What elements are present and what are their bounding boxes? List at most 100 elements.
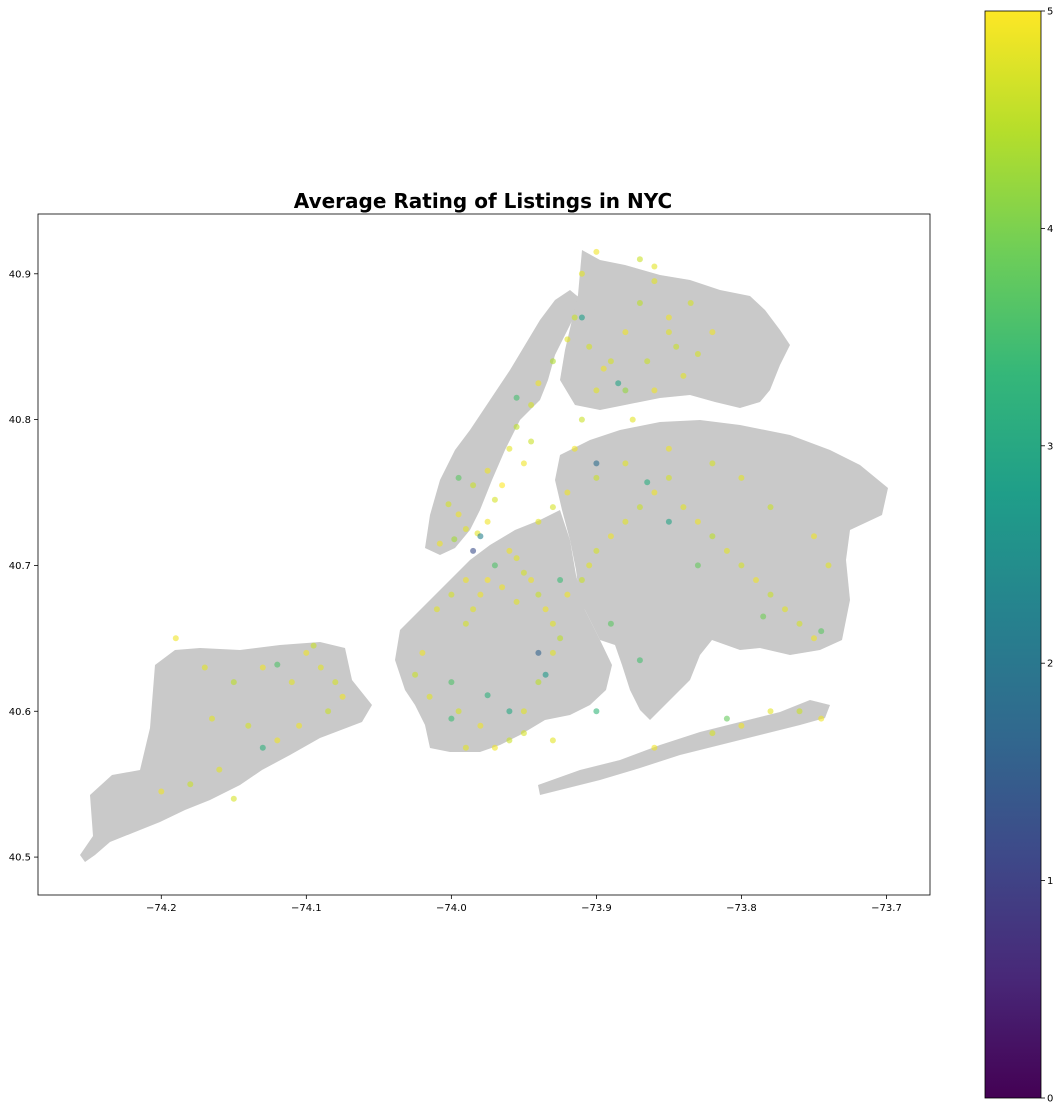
listing-point [760, 613, 767, 620]
listing-point [607, 533, 614, 540]
colorbar-tick-label: 3 [1047, 441, 1053, 452]
x-axis: −74.2 −74.1 −74.0 −73.9 −73.8 −73.7 [146, 895, 902, 914]
listing-point [549, 504, 556, 511]
x-tick-label: −74.0 [436, 903, 467, 914]
x-tick-label: −74.2 [146, 903, 177, 914]
listing-point [811, 635, 817, 642]
colorbar-tick-label: 2 [1047, 659, 1053, 670]
listing-point [665, 518, 672, 525]
colorbar-tick-label: 1 [1047, 876, 1053, 887]
listing-point [506, 708, 513, 715]
y-tick-label: 40.7 [9, 561, 31, 572]
listing-point [520, 708, 527, 715]
listing-point [709, 533, 716, 540]
listing-point [738, 562, 745, 569]
listing-point [187, 781, 194, 788]
listing-point [412, 671, 419, 678]
listing-point [274, 737, 281, 744]
listing-point [477, 591, 484, 598]
listing-point [528, 402, 535, 408]
y-axis: 40.5 40.6 40.7 40.8 40.9 [9, 269, 38, 864]
listing-point [665, 445, 672, 452]
listing-point [491, 562, 498, 569]
listing-point [615, 380, 622, 387]
listing-point [542, 671, 549, 678]
listing-point [782, 606, 788, 613]
listing-point [825, 562, 832, 569]
listing-point [462, 620, 469, 627]
listing-point [738, 474, 745, 481]
manhattan-shape [425, 290, 582, 555]
x-tick-label: −73.8 [726, 903, 757, 914]
listing-point [636, 657, 643, 664]
listing-point [484, 577, 491, 583]
listing-point [310, 642, 317, 649]
y-tick-label: 40.8 [9, 415, 31, 426]
listing-point [462, 526, 469, 532]
listing-point [528, 577, 535, 583]
listing-point [593, 460, 600, 467]
listing-point [535, 380, 542, 387]
y-tick-label: 40.6 [9, 707, 31, 718]
listing-point [644, 479, 651, 486]
listing-point [230, 679, 237, 686]
listing-point [477, 722, 484, 729]
brooklyn-shape [395, 510, 612, 752]
listing-point [477, 533, 484, 540]
listing-point [651, 387, 658, 394]
listing-point [332, 679, 339, 686]
colorbar-bar [984, 10, 1042, 1099]
listing-point [549, 358, 556, 365]
listing-point [636, 504, 643, 511]
listing-point [491, 744, 498, 751]
listing-point [216, 766, 223, 773]
bronx-shape [560, 250, 790, 410]
listing-point [796, 620, 803, 627]
listing-point [796, 708, 803, 715]
listing-point [607, 358, 614, 365]
listing-point [651, 744, 658, 751]
listing-point [542, 606, 549, 613]
listing-point [470, 482, 477, 489]
x-tick-label: −74.1 [291, 903, 322, 914]
listing-point [549, 649, 556, 656]
colorbar-tick-label: 0 [1047, 1094, 1053, 1105]
listing-point [470, 547, 477, 554]
listing-point [578, 416, 585, 423]
listing-point [520, 460, 527, 467]
listing-point [694, 562, 701, 569]
listing-point [513, 423, 520, 430]
listing-point [288, 679, 295, 686]
y-tick-label: 40.5 [9, 853, 31, 864]
colorbar-tick-label: 4 [1047, 224, 1053, 235]
listing-point [629, 416, 636, 423]
listing-point [535, 518, 542, 525]
listing-point [578, 577, 585, 583]
listing-point [593, 387, 600, 394]
listing-point [586, 343, 593, 350]
colorbar: 0 1 2 3 4 5 [984, 7, 1053, 1105]
listing-point [651, 263, 658, 270]
listing-point [665, 329, 672, 336]
listing-point [549, 737, 556, 744]
listing-point [158, 788, 165, 795]
listing-point [296, 722, 303, 729]
listing-point [506, 547, 513, 554]
listing-point [448, 591, 455, 598]
listing-point [586, 562, 593, 569]
listing-point [303, 649, 310, 656]
listing-point [209, 715, 215, 722]
listing-point [513, 555, 520, 562]
listing-point [491, 496, 498, 503]
listing-point [622, 329, 629, 336]
listing-point [673, 343, 680, 350]
listing-point [535, 679, 542, 686]
listing-point [201, 664, 208, 671]
listing-point [709, 329, 716, 336]
x-tick-label: −73.7 [871, 903, 902, 914]
listing-point [600, 365, 607, 372]
colorbar-tick-label: 5 [1047, 7, 1053, 18]
staten-island-shape [80, 642, 372, 862]
listing-point [767, 591, 774, 598]
